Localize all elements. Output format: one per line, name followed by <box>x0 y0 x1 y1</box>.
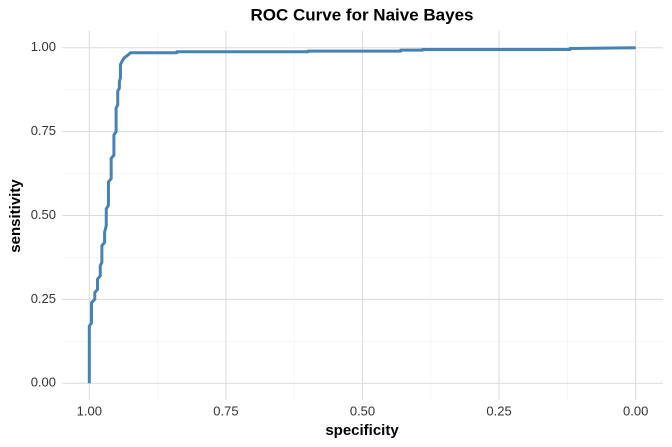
y-tick-label: 0.75 <box>31 123 56 138</box>
x-tick-label: 0.50 <box>350 403 375 418</box>
x-tick-label: 0.75 <box>213 403 238 418</box>
y-tick-label: 1.00 <box>31 39 56 54</box>
y-axis-label: sensitivity <box>7 179 24 253</box>
roc-line <box>87 46 636 384</box>
y-tick-label: 0.25 <box>31 291 56 306</box>
chart-title: ROC Curve for Naive Bayes <box>251 5 474 24</box>
x-tick-label: 0.00 <box>623 403 648 418</box>
y-tick-label: 0.00 <box>31 375 56 390</box>
x-tick-label: 0.25 <box>486 403 511 418</box>
x-tick-label: 1.00 <box>77 403 102 418</box>
x-axis-label: specificity <box>325 422 399 439</box>
y-tick-label: 0.50 <box>31 207 56 222</box>
